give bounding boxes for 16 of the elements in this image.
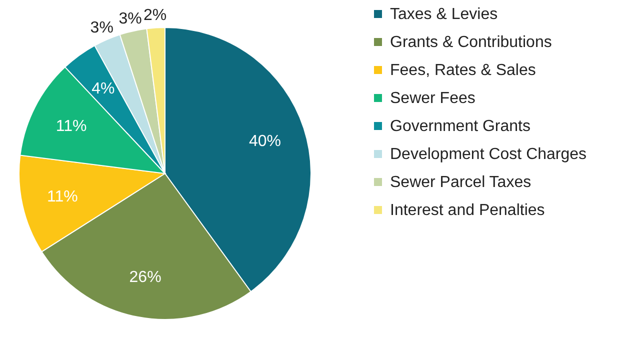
legend-label: Grants & Contributions [390, 34, 552, 51]
legend-label: Interest and Penalties [390, 202, 545, 219]
data-label: 4% [92, 80, 115, 98]
data-label: 40% [248, 133, 281, 150]
legend-label: Development Cost Charges [390, 146, 587, 163]
legend-label: Sewer Parcel Taxes [390, 174, 532, 191]
legend-label: Taxes & Levies [390, 6, 498, 23]
legend-label: Government Grants [390, 118, 530, 135]
data-label: 11% [46, 188, 78, 206]
data-label: 3% [90, 20, 114, 37]
legend-label: Fees, Rates & Sales [390, 62, 536, 79]
data-label: 2% [143, 6, 167, 24]
data-label: 26% [129, 268, 162, 286]
data-label: 3% [118, 10, 142, 28]
data-label: 11% [56, 118, 87, 135]
legend-label: Sewer Fees [390, 90, 476, 107]
